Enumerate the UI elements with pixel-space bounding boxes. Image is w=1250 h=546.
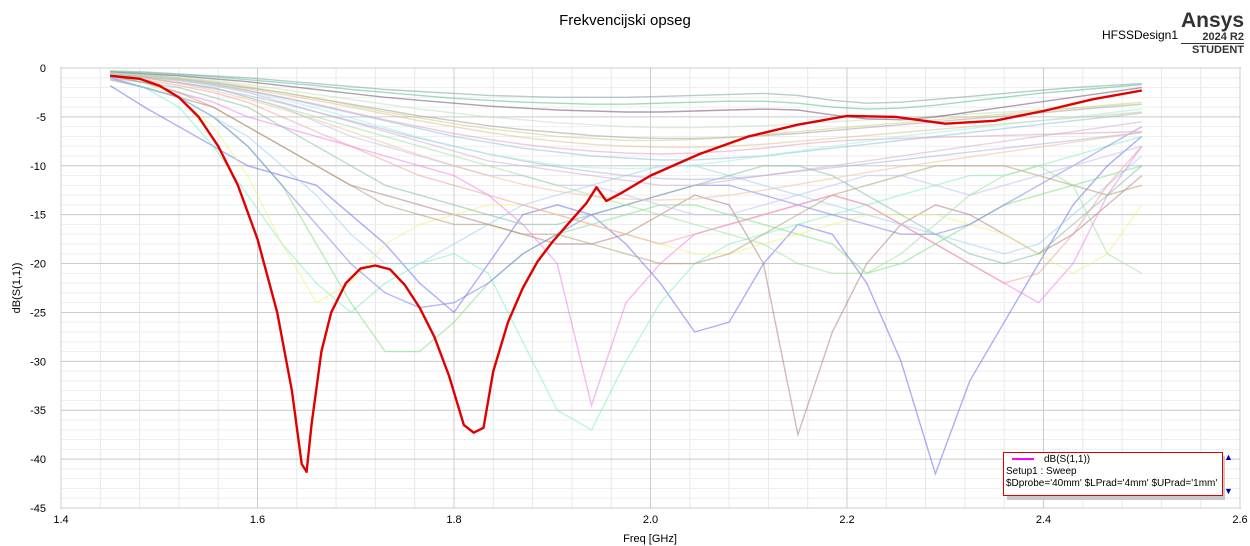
- background-series-line: [110, 71, 1142, 121]
- y-tick-label: -10: [30, 161, 46, 173]
- x-tick-label: 2.0: [643, 514, 658, 526]
- legend-trace-label: dB(S(1,1)): [1044, 454, 1091, 465]
- background-series-line: [110, 73, 1142, 148]
- y-tick-label: -40: [30, 454, 46, 466]
- y-tick-label: 0: [40, 63, 46, 75]
- logo-version: 2024 R2: [1202, 31, 1244, 43]
- ansys-logo: Ansys 2024 R2 STUDENT: [1180, 9, 1244, 56]
- x-tick-label: 2.2: [839, 514, 854, 526]
- x-tick-label: 2.4: [1036, 514, 1051, 526]
- background-series: [109, 70, 1143, 476]
- logo-edition: STUDENT: [1180, 43, 1244, 56]
- y-tick-label: -5: [36, 112, 46, 124]
- y-tick-label: -15: [30, 210, 46, 222]
- logo-text: Ansys: [1180, 9, 1244, 32]
- legend-params: $Dprobe='40mm' $LPrad='4mm' $UPrad='1mm': [1006, 478, 1218, 489]
- legend-scroll-up-icon[interactable]: ▲: [1224, 452, 1233, 462]
- chart-title: Frekvencijski opseg: [559, 12, 691, 29]
- x-tick-label: 1.6: [250, 514, 265, 526]
- background-series-line: [110, 72, 1142, 170]
- x-axis-label: Freq [GHz]: [623, 533, 677, 545]
- background-series-line: [110, 74, 1143, 284]
- background-series-line: [110, 72, 1142, 155]
- y-tick-label: -30: [30, 356, 46, 368]
- legend-scroll-down-icon[interactable]: ▼: [1224, 486, 1233, 496]
- x-tick-label: 2.6: [1232, 514, 1247, 526]
- highlighted-series: [109, 74, 1143, 473]
- legend-trace-swatch: [1012, 458, 1034, 461]
- background-series-line: [109, 75, 1142, 265]
- background-series-line: [110, 73, 1142, 201]
- background-series-line: [110, 74, 1143, 274]
- legend-trace: dB(S(1,1)): [1004, 453, 1222, 466]
- background-series-line: [110, 72, 1142, 142]
- background-series-line: [110, 70, 1142, 104]
- background-series-line: [110, 72, 1142, 129]
- x-tick-label: 1.8: [446, 514, 461, 526]
- y-tick-label: -35: [30, 405, 46, 417]
- background-series-line: [110, 73, 1142, 187]
- highlighted-series-line: [109, 74, 1143, 473]
- background-series-line: [110, 71, 1142, 110]
- background-series-line: [109, 85, 1143, 476]
- legend-setup: Setup1 : Sweep: [1006, 466, 1077, 477]
- design-name: HFSSDesign1: [1101, 28, 1178, 42]
- y-axis-label: dB(S(1,1)): [11, 263, 23, 314]
- y-tick-label: -20: [30, 259, 46, 271]
- x-tick-label: 1.4: [53, 514, 68, 526]
- y-tick-label: -25: [30, 307, 46, 319]
- background-series-line: [110, 73, 1142, 181]
- axes: 1.4 1.6 1.8 2.0 2.2 2.4 2.6 0 -5 -10 -15 -20 -25 -30 -…: [30, 63, 1248, 526]
- y-tick-label: -45: [30, 503, 46, 515]
- legend-box[interactable]: dB(S(1,1)) Setup1 : Sweep $Dprobe='40mm'…: [1003, 452, 1223, 496]
